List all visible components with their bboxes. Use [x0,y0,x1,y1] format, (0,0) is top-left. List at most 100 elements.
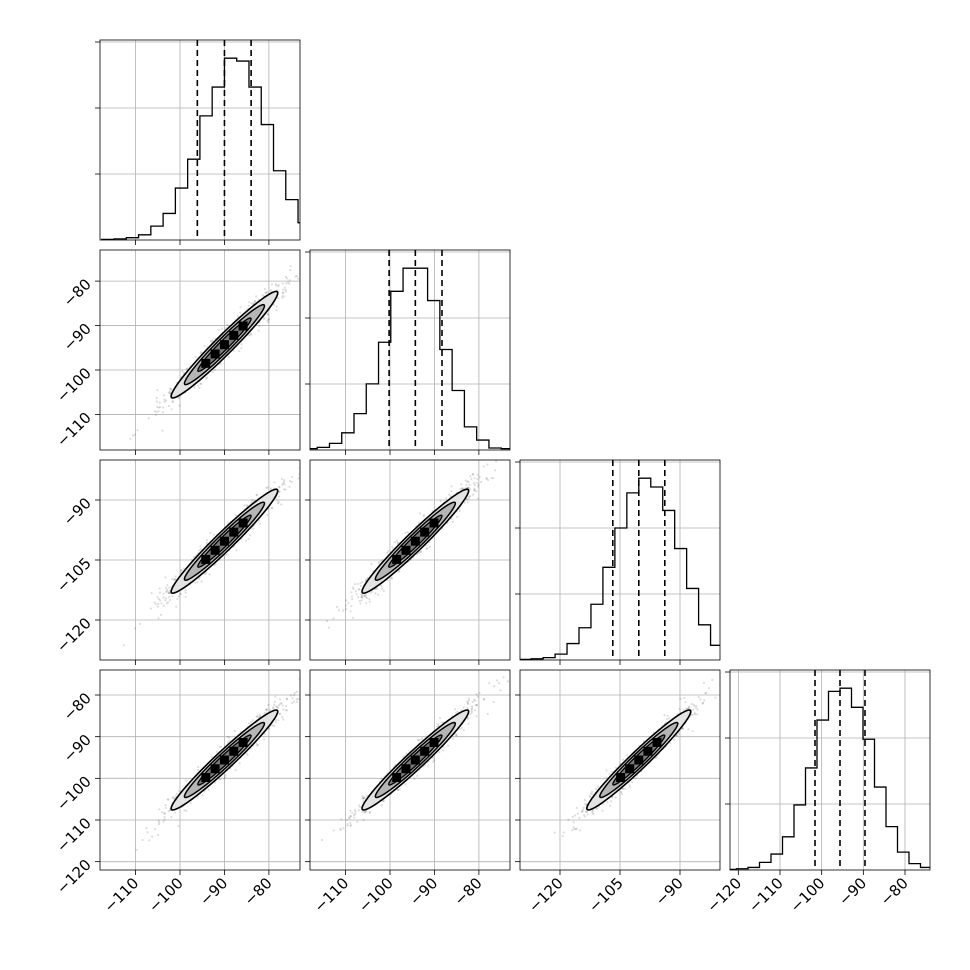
sample-point [476,478,479,481]
sample-point [267,703,270,707]
sample-point [365,810,368,813]
sample-point [359,582,362,585]
sample-point [348,817,351,820]
sample-point [255,742,258,745]
sample-point [172,797,175,800]
sample-point [493,469,497,472]
sample-point [396,542,399,545]
sample-point [189,802,192,805]
sample-point [490,477,493,480]
sample-point [153,409,156,413]
sample-point [270,283,274,286]
sample-point [238,762,241,765]
sample-point [163,818,166,821]
histogram-bars [310,267,510,450]
sample-point [122,644,125,647]
sample-point [273,700,276,704]
sample-point [288,282,291,285]
sample-point [314,681,316,683]
sample-point [157,823,161,826]
sample-point [360,599,363,602]
sample-point [377,562,381,565]
density-cell [238,518,248,528]
sample-point [349,824,352,827]
sample-point [419,551,422,554]
sample-point [358,588,361,591]
sample-point [404,531,407,534]
sample-point [174,575,177,578]
sample-point [170,815,173,819]
sample-point [184,591,187,594]
sample-point [281,294,284,298]
sample-point [205,541,209,544]
sample-point [344,604,348,607]
sample-point [239,311,242,314]
sample-point [170,408,173,411]
sample-point [157,617,160,620]
sample-point [475,490,478,493]
sample-point [380,588,383,591]
y-tick-label: −120 [53,614,95,656]
sample-point [224,776,227,779]
sample-point [181,370,184,373]
sample-point [203,345,206,348]
sample-point [204,572,208,575]
sample-point [466,480,469,483]
x-tick-label: −80 [241,874,276,909]
sample-point [147,417,150,420]
sample-point [380,560,383,563]
sample-point [272,706,275,709]
sample-point [281,704,284,707]
sample-point [185,367,189,370]
sample-point [166,798,169,801]
sample-point [467,697,470,700]
sample-point [479,480,483,484]
sample-point [246,504,250,507]
sample-point [240,343,243,346]
sample-point [275,309,278,312]
sample-point [266,486,269,489]
sample-point [361,596,364,599]
y-tick-label: −120 [53,856,95,898]
sample-point [295,275,298,278]
sample-point [295,690,298,693]
panel-frame [99,669,301,871]
sample-point [390,576,393,579]
sample-point [380,777,383,780]
sample-point [357,809,361,812]
sample-point [370,590,374,593]
sample-point [280,477,284,481]
density-cell [429,518,439,528]
sample-point [164,590,168,594]
sample-point [486,712,489,716]
sample-point [228,739,231,743]
sample-point [345,599,348,602]
sample-point [221,327,224,330]
x-tick-label: −110 [101,874,143,916]
histogram-panel-3 [515,459,721,665]
sample-point [499,689,502,692]
sample-point [176,597,179,601]
sample-point [348,816,351,819]
sample-point [274,695,277,698]
sample-point [363,811,366,814]
sample-point [466,498,469,501]
sample-point [168,387,171,390]
sample-point [265,708,268,711]
sample-point [486,463,489,466]
sample-point [382,799,385,802]
sample-point [247,304,250,307]
sample-point [199,351,202,354]
sample-point [185,809,188,812]
sample-point [450,517,453,521]
sample-point [153,601,156,604]
sample-point [288,279,291,282]
sample-point [351,586,354,589]
sample-point [265,291,268,294]
sample-point [156,389,159,392]
sample-point [264,291,267,295]
sample-point [164,804,167,807]
sample-point [285,277,289,280]
sample-point [282,291,285,295]
sample-point [269,289,272,292]
